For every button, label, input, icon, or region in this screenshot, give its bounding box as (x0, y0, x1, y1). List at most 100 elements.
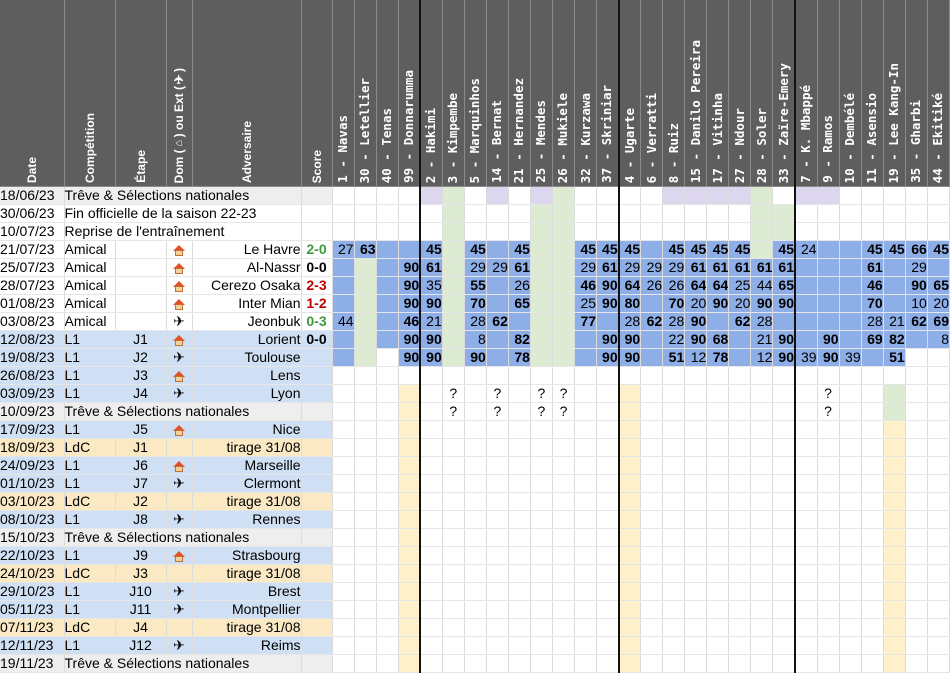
player-minutes-cell[interactable] (772, 222, 796, 241)
cell-comp[interactable]: Reprise de l'entraînement (64, 222, 302, 241)
player-minutes-cell[interactable] (817, 420, 840, 439)
player-minutes-cell[interactable]: 45 (464, 240, 487, 259)
cell-date[interactable]: 03/10/23 (0, 492, 65, 511)
player-minutes-cell[interactable] (419, 654, 443, 673)
player-minutes-cell[interactable] (486, 438, 509, 457)
player-minutes-cell[interactable] (728, 348, 752, 367)
player-minutes-cell[interactable] (376, 582, 399, 601)
player-minutes-cell[interactable]: 90 (419, 294, 443, 313)
cell-dom[interactable] (166, 456, 193, 475)
player-minutes-cell[interactable] (640, 528, 664, 547)
player-minutes-cell[interactable] (464, 384, 487, 403)
player-minutes-cell[interactable]: 51 (883, 348, 906, 367)
player-minutes-cell[interactable] (508, 600, 531, 619)
player-minutes-cell[interactable] (376, 222, 399, 241)
cell-dom[interactable] (166, 618, 193, 637)
player-minutes-cell[interactable] (662, 186, 686, 205)
player-minutes-cell[interactable] (419, 600, 443, 619)
player-minutes-cell[interactable] (486, 528, 509, 547)
player-minutes-cell[interactable]: 8 (927, 330, 950, 349)
player-minutes-cell[interactable]: 90 (419, 348, 443, 367)
player-minutes-cell[interactable]: 20 (927, 294, 950, 313)
player-minutes-cell[interactable] (883, 222, 906, 241)
player-minutes-cell[interactable]: 80 (617, 294, 642, 313)
cell-opp[interactable]: Brest (192, 582, 302, 601)
player-minutes-cell[interactable]: 90 (419, 330, 443, 349)
player-minutes-cell[interactable] (552, 420, 576, 439)
player-minutes-cell[interactable] (354, 600, 377, 619)
player-minutes-cell[interactable] (684, 564, 708, 583)
player-minutes-cell[interactable] (684, 636, 708, 655)
player-minutes-cell[interactable] (530, 348, 553, 367)
player-minutes-cell[interactable] (750, 402, 774, 421)
player-minutes-cell[interactable] (883, 510, 906, 529)
cell-dom[interactable] (166, 492, 193, 511)
player-minutes-cell[interactable]: ? (552, 384, 576, 403)
col-header-player[interactable]: 1 - Navas (332, 0, 355, 187)
player-minutes-cell[interactable] (883, 276, 906, 295)
cell-opp[interactable]: Toulouse (192, 348, 302, 367)
player-minutes-cell[interactable]: 61 (861, 258, 884, 277)
cell-opp[interactable]: Cerezo Osaka (192, 276, 302, 295)
player-minutes-cell[interactable] (419, 384, 443, 403)
player-minutes-cell[interactable] (750, 240, 774, 259)
player-minutes-cell[interactable]: ? (530, 402, 553, 421)
player-minutes-cell[interactable] (750, 528, 774, 547)
player-minutes-cell[interactable]: 45 (772, 240, 796, 259)
player-minutes-cell[interactable] (662, 618, 686, 637)
cell-date[interactable]: 22/10/23 (0, 546, 65, 565)
cell-date[interactable]: 19/11/23 (0, 654, 65, 673)
player-minutes-cell[interactable] (793, 366, 818, 385)
cell-opp[interactable]: Lorient (192, 330, 302, 349)
player-minutes-cell[interactable] (861, 600, 884, 619)
player-minutes-cell[interactable] (706, 456, 730, 475)
player-minutes-cell[interactable] (883, 528, 906, 547)
player-minutes-cell[interactable] (728, 204, 752, 223)
player-minutes-cell[interactable] (376, 366, 399, 385)
player-minutes-cell[interactable] (839, 636, 862, 655)
player-minutes-cell[interactable] (574, 456, 598, 475)
player-minutes-cell[interactable] (596, 420, 620, 439)
player-minutes-cell[interactable] (706, 546, 730, 565)
player-minutes-cell[interactable] (376, 240, 399, 259)
cell-date[interactable]: 12/11/23 (0, 636, 65, 655)
player-minutes-cell[interactable] (419, 456, 443, 475)
cell-score[interactable] (301, 618, 333, 637)
player-minutes-cell[interactable] (772, 384, 796, 403)
player-minutes-cell[interactable] (354, 654, 377, 673)
player-minutes-cell[interactable] (772, 312, 796, 331)
player-minutes-cell[interactable] (793, 186, 818, 205)
player-minutes-cell[interactable] (640, 564, 664, 583)
player-minutes-cell[interactable] (684, 546, 708, 565)
player-minutes-cell[interactable] (617, 600, 642, 619)
player-minutes-cell[interactable] (376, 510, 399, 529)
player-minutes-cell[interactable] (750, 618, 774, 637)
player-minutes-cell[interactable]: 45 (662, 240, 686, 259)
cell-dom[interactable] (166, 276, 193, 295)
player-minutes-cell[interactable] (662, 564, 686, 583)
player-minutes-cell[interactable] (640, 456, 664, 475)
player-minutes-cell[interactable] (839, 312, 862, 331)
player-minutes-cell[interactable]: 69 (927, 312, 950, 331)
player-minutes-cell[interactable] (706, 420, 730, 439)
player-minutes-cell[interactable] (817, 546, 840, 565)
player-minutes-cell[interactable] (530, 528, 553, 547)
player-minutes-cell[interactable]: 61 (750, 258, 774, 277)
player-minutes-cell[interactable] (684, 492, 708, 511)
player-minutes-cell[interactable] (464, 654, 487, 673)
player-minutes-cell[interactable] (861, 510, 884, 529)
player-minutes-cell[interactable] (376, 564, 399, 583)
player-minutes-cell[interactable] (464, 564, 487, 583)
player-minutes-cell[interactable] (574, 474, 598, 493)
player-minutes-cell[interactable] (905, 330, 928, 349)
player-minutes-cell[interactable] (332, 222, 355, 241)
player-minutes-cell[interactable] (817, 366, 840, 385)
player-minutes-cell[interactable] (793, 384, 818, 403)
player-minutes-cell[interactable]: 65 (508, 294, 531, 313)
player-minutes-cell[interactable] (508, 582, 531, 601)
player-minutes-cell[interactable] (839, 294, 862, 313)
player-minutes-cell[interactable] (332, 528, 355, 547)
player-minutes-cell[interactable] (442, 420, 465, 439)
col-header-player[interactable]: 7 - K. Mbappé (793, 0, 818, 187)
player-minutes-cell[interactable] (839, 276, 862, 295)
